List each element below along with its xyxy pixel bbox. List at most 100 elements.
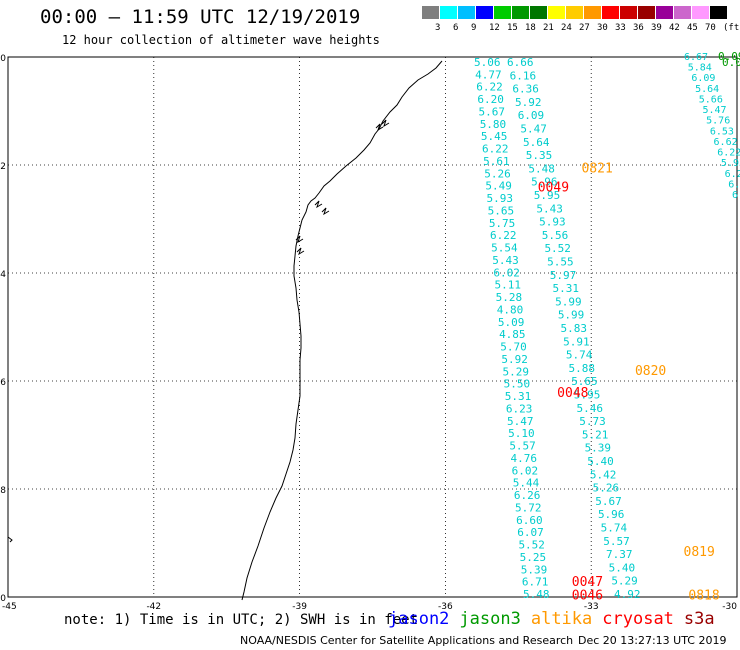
colorbar-label: 33 [615,23,626,33]
track-b-value: 5.65 [571,375,598,388]
track-b-value: 5.91 [563,335,590,348]
track-b-value: 5.47 [520,123,547,136]
colorbar-label: 39 [651,23,662,33]
track-b-value: 5.40 [587,455,614,468]
track-a-value: 6.20 [477,93,504,106]
track-a-value: 5.31 [505,390,532,403]
track-c-value: 6.22 [717,148,740,159]
colorbar-swatch [566,6,583,19]
colorbar-swatch [440,6,457,19]
track-b-value: 5.92 [515,96,542,109]
track-c-value: 6.53 [710,126,734,137]
track-b-value: 7.37 [606,548,633,561]
island-mark [7,536,13,543]
lat-tick-label: -16 [0,378,6,388]
track-a-value: 4.77 [475,68,502,81]
track-a-value: 5.48 [523,588,550,601]
colorbar-label: 30 [597,23,608,33]
colorbar-label: 9 [471,23,477,33]
track-b-value: 5.29 [611,575,638,588]
footer-timestamp: Dec 20 13:27:13 UTC 2019 [578,634,727,647]
track-b-value: 5.74 [566,349,593,362]
estuary-mark [381,119,390,128]
map-border [7,56,738,598]
track-b-value: 6.66 [507,56,534,69]
track-c-green-value: 0.09 [718,50,740,63]
colorbar-label: 42 [669,23,680,33]
track-a-value: 5.29 [502,365,529,378]
track-c-value: 5.47 [702,105,726,116]
track-a-value: 5.57 [509,440,535,453]
track-b-value: 5.35 [526,149,553,162]
satellite-legend: jason2 jason3 altika cryosat s3a [388,609,725,629]
track-a-value: 6.22 [476,81,503,94]
lat-tick-label: -10 [0,54,6,64]
track-c-value: 6.1 [728,179,740,190]
track-a-value: 5.45 [481,130,508,143]
track-c-value: 6.67 [684,52,708,63]
colorbar-label: 3 [435,23,441,33]
track-a-value: 5.10 [508,427,535,440]
track-b-value: 5.56 [542,229,569,242]
track-a-value: 6.22 [490,229,517,242]
colorbar-label: 6 [453,23,459,33]
track-b-value: 5.93 [539,216,566,229]
legend-jason2: jason2 [388,609,450,629]
lat-tick-label: -20 [0,594,6,604]
track-b-value: 5.96 [598,508,625,521]
track-a-value: 5.52 [518,539,545,552]
track-b-value: 5.52 [544,242,571,255]
track-c-value: 6.62 [714,137,738,148]
colorbar-swatch [458,6,475,19]
pass-time-label: 0819 [684,545,715,560]
pass-time-label: 0048 [557,386,588,401]
track-c-value: 5.64 [695,84,719,95]
estuary-mark [296,247,305,256]
track-c-value: 5.76 [706,116,730,127]
track-c-value: 5.66 [699,94,723,105]
track-b-value: 5.55 [547,256,574,269]
track-a-value: 5.47 [507,415,534,428]
lon-tick-label: -39 [292,602,307,612]
colorbar-label: 21 [543,23,554,33]
colorbar-swatch [674,6,691,19]
page-title: 00:00 – 11:59 UTC 12/19/2019 [40,6,361,28]
colorbar-swatch [530,6,547,19]
legend-jason3: jason3 [459,609,521,629]
track-a-value: 4.85 [499,328,526,341]
track-a-value: 5.72 [515,501,542,514]
track-a-value: 5.50 [504,378,531,391]
track-b-value: 6.16 [510,69,537,82]
colorbar-label: 12 [489,23,500,33]
track-c-value: 5.93 [721,158,740,169]
colorbar-swatch [692,6,709,19]
track-a-value: 5.25 [520,551,547,564]
track-b-value: 5.43 [536,202,563,215]
track-b-value: 5.42 [590,468,617,481]
track-a-value: 5.92 [501,353,528,366]
track-b-value: 5.31 [552,282,579,295]
colorbar-swatch [476,6,493,19]
colorbar-swatch [620,6,637,19]
colorbar-label: 18 [525,23,536,33]
colorbar-label: 45 [687,23,698,33]
track-b-value: 5.97 [550,269,577,282]
track-b-value: 5.46 [577,402,604,415]
track-a-value: 6.60 [516,514,543,527]
axis-ticks: -10 -12 -14 -16 -18 -20-45 -42 -39 -36 -33 -30 [0,54,737,612]
track-b-value: 5.57 [603,535,630,548]
track-b-value: 5.40 [609,561,636,574]
track-b-value: 5.64 [523,136,550,149]
note-text: note: 1) Time is in UTC; 2) SWH is in fe… [64,612,419,628]
colorbar-label: 36 [633,23,644,33]
track-b-value: 4.92 [614,588,641,601]
track-a-value: 5.67 [479,105,506,118]
altimeter-tracks: 5.064.776.226.205.675.805.456.225.615.26… [7,50,740,601]
track-a-value: 5.44 [513,477,540,490]
pass-time-label: 0046 [572,588,603,603]
colorbar-label: 15 [507,23,518,33]
track-a-value: 5.70 [500,341,527,354]
lon-tick-label: -30 [722,602,737,612]
track-b-value: 5.48 [528,162,555,175]
lon-tick-label: -33 [584,602,599,612]
